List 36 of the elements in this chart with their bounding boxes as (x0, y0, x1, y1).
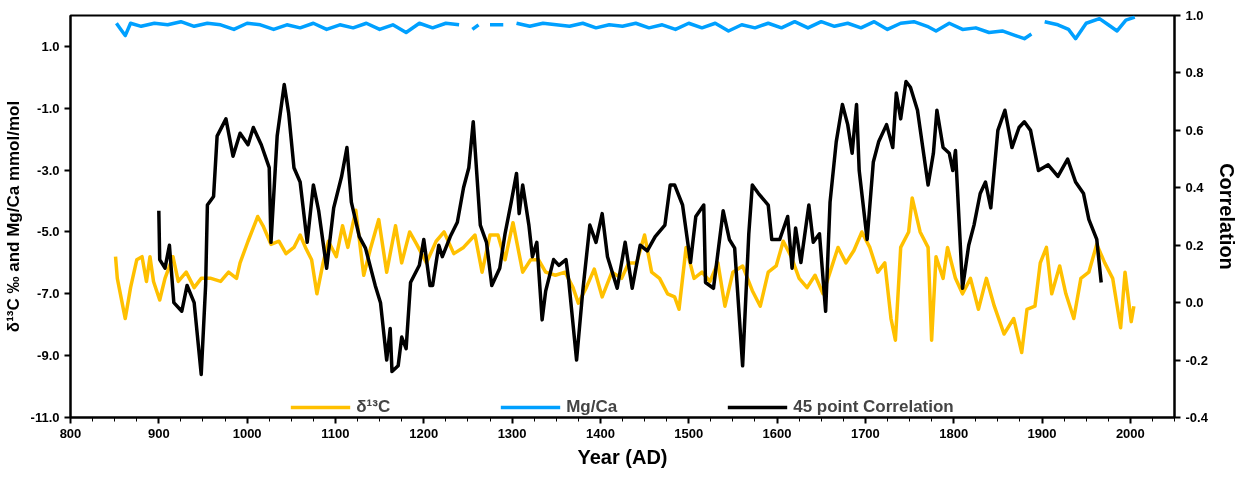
y2-tick-label: -0.2 (1185, 352, 1208, 368)
y-tick-label: 1.0 (41, 38, 60, 54)
legend-label: Mg/Ca (566, 397, 618, 417)
y2-tick-label: 0.8 (1185, 65, 1204, 81)
x-tick-label: 1500 (674, 425, 704, 441)
y-tick-label: -5.0 (37, 224, 60, 240)
y-axis-title: δ¹³C ‰ and Mg/Ca mmol/mol (3, 100, 23, 333)
y2-tick-label: 1.0 (1185, 8, 1204, 23)
y2-tick-label: -0.4 (1185, 410, 1209, 425)
y-tick-label: -1.0 (37, 100, 60, 116)
line-series (157, 79, 1103, 377)
y2-tick-label: 0.0 (1185, 295, 1204, 311)
y2-axis-title: Correlation (1215, 163, 1238, 270)
x-tick-label: 2000 (1115, 425, 1145, 441)
legend-label: δ¹³C (356, 397, 391, 417)
y-tick-label: -11.0 (30, 410, 60, 425)
y-tick-label: -3.0 (37, 162, 60, 178)
legend-label: 45 point Correlation (793, 397, 954, 417)
y2-tick-label: 0.4 (1185, 180, 1205, 196)
x-tick-label: 1600 (762, 425, 792, 441)
x-tick-label: 1000 (232, 425, 262, 441)
x-tick-label: 1100 (321, 425, 350, 441)
x-tick-label: 1800 (939, 425, 969, 441)
x-tick-label: 1900 (1027, 425, 1057, 441)
x-axis-title: Year (AD) (577, 445, 668, 468)
x-tick-label: 1300 (497, 425, 527, 441)
y-tick-label: -7.0 (37, 286, 60, 302)
y2-tick-label: 0.6 (1185, 122, 1204, 138)
x-tick-label: 1700 (850, 425, 880, 441)
x-tick-label: 800 (59, 425, 82, 441)
x-tick-label: 900 (147, 425, 170, 441)
y-tick-label: -9.0 (37, 348, 60, 364)
y2-tick-label: 0.2 (1185, 237, 1204, 253)
x-tick-label: 1200 (409, 425, 439, 441)
line-series (113, 196, 1136, 355)
x-tick-label: 1400 (585, 425, 615, 441)
